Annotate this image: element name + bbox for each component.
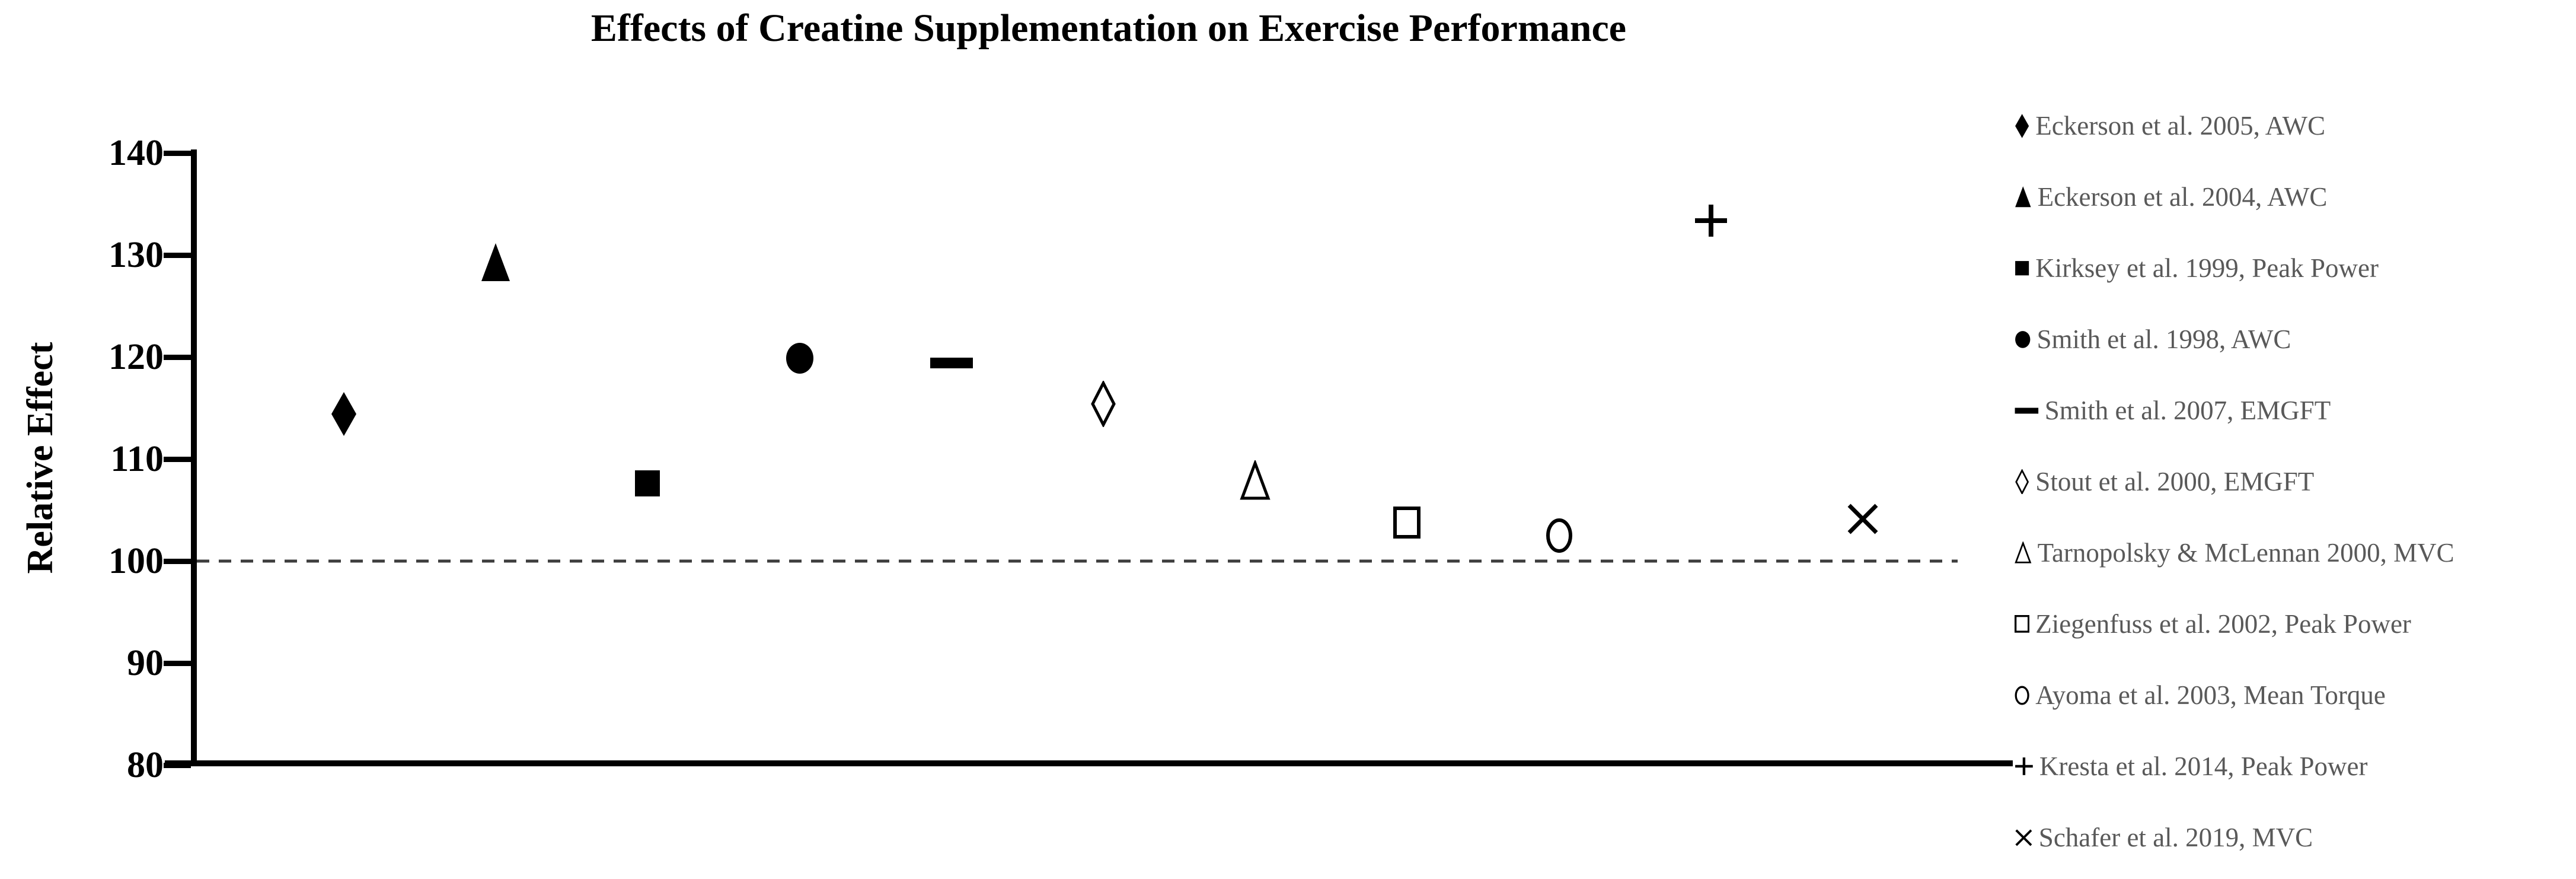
data-point-open-triangle [1240, 458, 1271, 501]
legend-item: Kresta et al. 2014, Peak Power [2015, 731, 2572, 802]
y-tick-label-130: 130 [108, 235, 164, 275]
data-point-dash [930, 357, 973, 369]
legend-item: Eckerson et al. 2005, AWC [2015, 90, 2572, 161]
data-point-open-circle [1546, 518, 1573, 553]
data-point-open-diamond [1090, 380, 1117, 428]
legend-item-label: Eckerson et al. 2005, AWC [2035, 111, 2326, 141]
legend-item-label: Smith et al. 2007, EMGFT [2044, 396, 2331, 425]
y-tick-mark-130 [164, 252, 191, 258]
data-point-filled-triangle [480, 242, 511, 282]
legend-item-label: Kirksey et al. 1999, Peak Power [2035, 253, 2379, 283]
legend-open-triangle-icon [2015, 542, 2032, 563]
legend-item: Eckerson et al. 2004, AWC [2015, 161, 2572, 233]
y-axis-line [191, 149, 197, 766]
data-point-filled-diamond [330, 391, 357, 437]
y-tick-label-90: 90 [127, 643, 164, 683]
legend-item: Ayoma et al. 2003, Mean Torque [2015, 660, 2572, 731]
legend-item-label: Kresta et al. 2014, Peak Power [2039, 751, 2368, 781]
legend-item: Tarnopolsky & McLennan 2000, MVC [2015, 517, 2572, 588]
legend-item-label: Ayoma et al. 2003, Mean Torque [2035, 680, 2386, 710]
legend-item-label: Tarnopolsky & McLennan 2000, MVC [2037, 538, 2454, 568]
legend-dash-icon [2015, 407, 2039, 414]
legend-item-label: Ziegenfuss et al. 2002, Peak Power [2035, 609, 2411, 639]
legend-item: Stout et al. 2000, EMGFT [2015, 446, 2572, 517]
y-tick-label-100: 100 [108, 541, 164, 581]
y-tick-label-110: 110 [110, 439, 164, 479]
data-point-filled-square [634, 469, 661, 498]
legend-open-diamond-icon [2015, 469, 2029, 495]
legend-item-label: Eckerson et al. 2004, AWC [2037, 182, 2328, 212]
legend: Eckerson et al. 2005, AWC Eckerson et al.… [2015, 90, 2572, 873]
y-tick-label-120: 120 [108, 337, 164, 377]
legend-open-square-icon [2015, 615, 2030, 633]
y-tick-mark-110 [164, 456, 191, 462]
legend-open-circle-icon [2015, 686, 2029, 705]
legend-x-icon [2015, 829, 2033, 847]
y-tick-mark-100 [164, 558, 191, 564]
y-tick-label-80: 80 [127, 745, 164, 785]
y-tick-mark-90 [164, 660, 191, 666]
legend-filled-square-icon [2015, 260, 2029, 276]
legend-item: Smith et al. 1998, AWC [2015, 304, 2572, 375]
data-point-filled-circle [785, 342, 815, 375]
y-tick-label-140: 140 [108, 133, 164, 173]
legend-item: Schafer et al. 2019, MVC [2015, 802, 2572, 873]
y-tick-mark-140 [164, 150, 191, 156]
y-tick-mark-80 [164, 762, 191, 768]
data-point-x [1846, 502, 1879, 536]
data-point-open-square [1393, 506, 1421, 539]
legend-item-label: Stout et al. 2000, EMGFT [2035, 467, 2315, 496]
chart-title: Effects of Creatine Supplementation on E… [590, 7, 1627, 50]
legend-item-label: Smith et al. 1998, AWC [2036, 324, 2291, 354]
reference-line-100 [197, 559, 1958, 563]
legend-item-label: Schafer et al. 2019, MVC [2038, 823, 2313, 852]
legend-item: Smith et al. 2007, EMGFT [2015, 375, 2572, 446]
legend-filled-circle-icon [2015, 330, 2031, 349]
legend-filled-diamond-icon [2015, 113, 2029, 139]
legend-item: Ziegenfuss et al. 2002, Peak Power [2015, 588, 2572, 660]
legend-item: Kirksey et al. 1999, Peak Power [2015, 233, 2572, 304]
x-axis-line [165, 760, 2013, 766]
legend-plus-icon [2015, 757, 2034, 776]
data-point-plus [1694, 203, 1728, 238]
legend-filled-triangle-icon [2015, 186, 2032, 208]
y-tick-mark-120 [164, 354, 191, 360]
